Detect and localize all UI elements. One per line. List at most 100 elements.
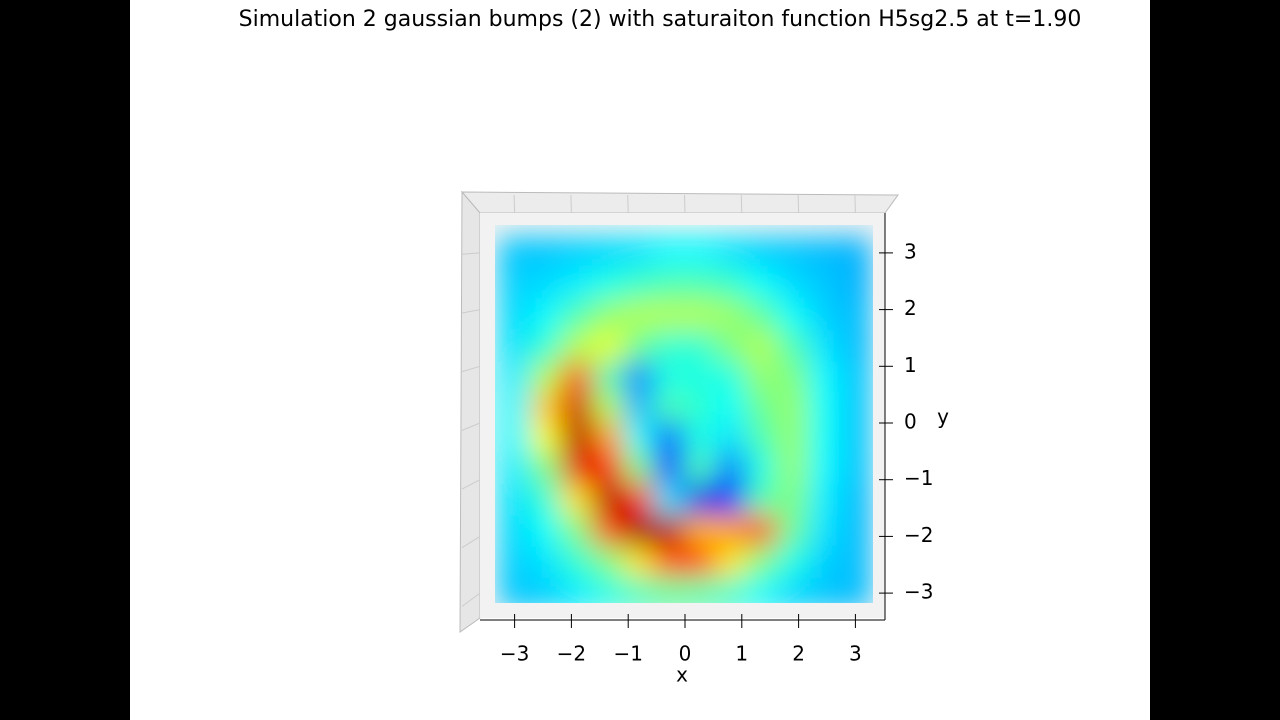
surface-cell — [839, 514, 872, 547]
surface-cell — [684, 452, 717, 485]
surface-cell — [839, 577, 872, 603]
surface-cell — [653, 361, 686, 394]
side-pane — [459, 190, 481, 633]
surface-cell — [808, 577, 841, 603]
surface-cell — [684, 514, 717, 547]
surface-cell — [529, 299, 562, 332]
surface-cell — [808, 452, 841, 485]
surface-cell — [561, 299, 594, 332]
x-axis-label: x — [676, 663, 688, 687]
surface-cell — [745, 236, 778, 269]
surface-cell — [714, 268, 747, 301]
surface-cell — [714, 545, 747, 578]
surface-cell — [714, 361, 747, 394]
surface-cell — [653, 299, 686, 332]
surface-cell — [498, 361, 531, 394]
pane-grid-line — [570, 194, 572, 214]
surface-cell — [745, 514, 778, 547]
surface-cell — [839, 545, 872, 578]
surface-cell — [592, 483, 625, 516]
surface-cell — [839, 268, 872, 301]
surface-cell — [745, 452, 778, 485]
surface-cell — [561, 452, 594, 485]
surface-cell — [529, 577, 562, 603]
surface-cell — [498, 236, 531, 269]
surface-cell — [745, 577, 778, 603]
surface-cell — [808, 422, 841, 455]
surface-cell — [529, 236, 562, 269]
y-tick-label: 1 — [904, 353, 917, 377]
pane-grid-line — [684, 194, 686, 214]
chart-title: Simulation 2 gaussian bumps (2) with sat… — [239, 7, 1082, 32]
surface-cell — [561, 236, 594, 269]
surface-cell — [498, 452, 531, 485]
y-tick-label: 3 — [904, 239, 917, 263]
surface-cell — [498, 483, 531, 516]
surface-cell — [529, 514, 562, 547]
x-tick-label: 3 — [849, 642, 862, 666]
surface-cell — [714, 330, 747, 363]
surface-cell — [498, 422, 531, 455]
x-tick-label: −2 — [557, 642, 586, 666]
surface-cell — [684, 268, 717, 301]
surface-cell — [684, 422, 717, 455]
surface-cell — [529, 391, 562, 424]
surface-cell — [714, 577, 747, 603]
x-tick-label: −3 — [500, 642, 529, 666]
surface-cell — [623, 391, 656, 424]
surface-cell — [592, 330, 625, 363]
surface-cell — [623, 483, 656, 516]
surface-cell — [684, 299, 717, 332]
surface-cell — [623, 268, 656, 301]
surface-cell — [776, 268, 809, 301]
surface-cell — [529, 422, 562, 455]
pane-grid-line — [461, 535, 481, 549]
surface-cell — [498, 299, 531, 332]
surface-cell — [561, 545, 594, 578]
surface-cell — [776, 483, 809, 516]
surface-cell — [592, 268, 625, 301]
pane-grid-line — [627, 194, 629, 214]
y-tick-label: 2 — [904, 296, 917, 320]
surface-cell — [714, 422, 747, 455]
surface-cell — [653, 483, 686, 516]
surface-cell — [561, 268, 594, 301]
y-tick-label: −3 — [904, 580, 933, 604]
surface-cell — [714, 483, 747, 516]
surface-cell — [592, 545, 625, 578]
pane-grid-line — [461, 479, 481, 490]
surface-cell — [684, 361, 717, 394]
surface-cell — [808, 514, 841, 547]
surface-cell — [714, 299, 747, 332]
surface-cell — [839, 391, 872, 424]
surface-cell — [653, 422, 686, 455]
surface-cell — [776, 514, 809, 547]
surface-cell — [745, 361, 778, 394]
surface-cell — [653, 330, 686, 363]
surface-cell — [498, 268, 531, 301]
surface-cell — [529, 483, 562, 516]
pane-grid-line — [740, 194, 743, 214]
x-tick-label: 0 — [679, 642, 692, 666]
surface-cell — [592, 236, 625, 269]
y-tick-label: 0 — [904, 410, 917, 434]
surface-cell — [684, 577, 717, 603]
surface-cell — [498, 391, 531, 424]
surface-cell — [561, 361, 594, 394]
surface-cell — [623, 452, 656, 485]
surface-cell — [714, 391, 747, 424]
pane-grid-line — [797, 194, 800, 214]
surface-cell — [808, 330, 841, 363]
surface-cell — [745, 268, 778, 301]
y-axis-label: y — [937, 405, 949, 429]
pane-grid-line — [461, 365, 481, 373]
surface-cell — [561, 514, 594, 547]
surface-cell — [776, 236, 809, 269]
x-tick-label: −1 — [613, 642, 642, 666]
surface-cell — [745, 391, 778, 424]
surface-cell — [623, 545, 656, 578]
surface-cell — [839, 330, 872, 363]
surface-cell — [529, 545, 562, 578]
surface-cell — [592, 514, 625, 547]
